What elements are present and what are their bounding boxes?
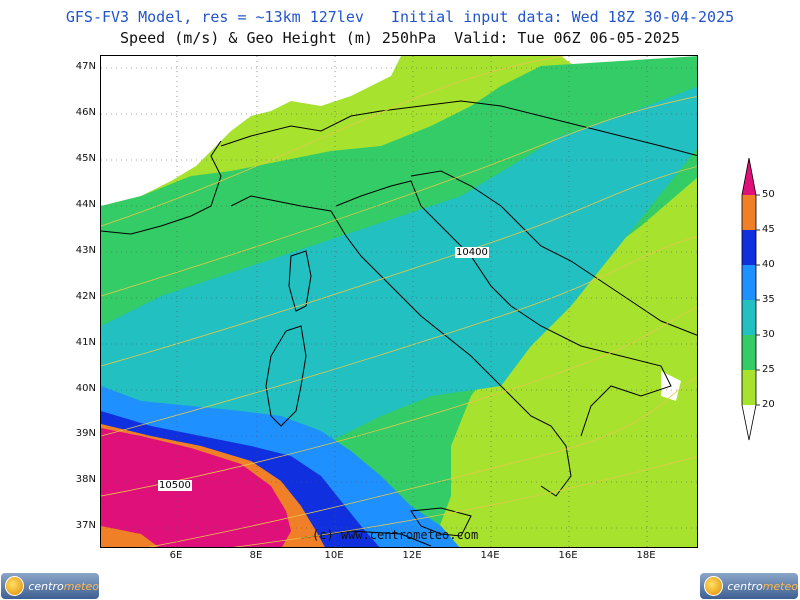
lon-label-6e: 6E [169, 550, 183, 561]
lon-label-16e: 16E [558, 550, 578, 561]
coastline-sicily [410, 507, 472, 537]
coastline-sardinia [265, 325, 307, 427]
legend-label-50: 50 [762, 189, 775, 200]
map-credit: (c) www.centrometeo.com [312, 528, 479, 542]
border-alps [220, 100, 697, 156]
map-title-model: GFS-FV3 Model, res = ~13km 127lev Initia… [65, 8, 735, 26]
lat-label-44n: 44N [75, 199, 96, 210]
lat-label-39n: 39N [75, 428, 96, 439]
globe-icon [5, 576, 25, 596]
legend-swatch-20-25 [742, 370, 756, 405]
height-contour [101, 236, 697, 437]
lat-label-42n: 42N [75, 291, 96, 302]
height-contour [233, 456, 697, 547]
legend-label-20: 20 [762, 399, 775, 410]
centrometeo-logo-right[interactable]: centrometeo [700, 573, 798, 599]
legend-swatch-30-35 [742, 300, 756, 335]
lat-label-45n: 45N [75, 153, 96, 164]
height-contour [101, 56, 567, 227]
height-contour [101, 96, 697, 297]
height-contour [101, 306, 697, 497]
speed-band-30-35 [101, 86, 697, 506]
coastline-italy-east [335, 180, 672, 437]
legend-label-40: 40 [762, 259, 775, 270]
border-france [101, 140, 222, 235]
lat-label-40n: 40N [75, 383, 96, 394]
lat-label-41n: 41N [75, 337, 96, 348]
coastline-italy-west [230, 195, 572, 497]
logo-text: centrometeo [727, 579, 798, 593]
speed-band-below-20-north [101, 56, 401, 206]
speed-band-50-plus [101, 428, 291, 547]
legend-swatch-35-40 [742, 265, 756, 300]
legend-swatch-45-50 [742, 195, 756, 230]
lat-label-37n: 37N [75, 520, 96, 531]
map-title-variable: Speed (m/s) & Geo Height (m) 250hPa Vali… [120, 29, 680, 47]
coastline-balkans [410, 170, 697, 336]
lon-label-10e: 10E [324, 550, 344, 561]
centrometeo-logo-left[interactable]: centrometeo [1, 573, 99, 599]
contour-label-10400: 10400 [455, 247, 489, 258]
height-contour [147, 376, 697, 547]
lon-label-14e: 14E [480, 550, 500, 561]
weather-map: 10400 10500 [100, 55, 698, 548]
lat-label-43n: 43N [75, 245, 96, 256]
lon-label-18e: 18E [636, 550, 656, 561]
lat-label-47n: 47N [75, 61, 96, 72]
lon-label-12e: 12E [402, 550, 422, 561]
legend-swatch-25-30 [742, 335, 756, 370]
graticule [101, 56, 697, 547]
legend-swatch-50-plus [742, 158, 756, 195]
lat-label-46n: 46N [75, 107, 96, 118]
legend-label-35: 35 [762, 294, 775, 305]
globe-icon [704, 576, 724, 596]
lon-label-8e: 8E [249, 550, 263, 561]
coastlines [101, 100, 697, 547]
legend-swatch-40-45 [742, 230, 756, 265]
speed-legend [741, 157, 760, 441]
legend-label-25: 25 [762, 364, 775, 375]
speed-band-45-50-corner [101, 526, 159, 547]
coastline-corsica [288, 250, 312, 312]
logo-text: centrometeo [28, 579, 99, 593]
contour-label-10500: 10500 [158, 480, 192, 491]
legend-label-30: 30 [762, 329, 775, 340]
lat-label-38n: 38N [75, 474, 96, 485]
legend-label-45: 45 [762, 224, 775, 235]
map-canvas [101, 56, 697, 547]
